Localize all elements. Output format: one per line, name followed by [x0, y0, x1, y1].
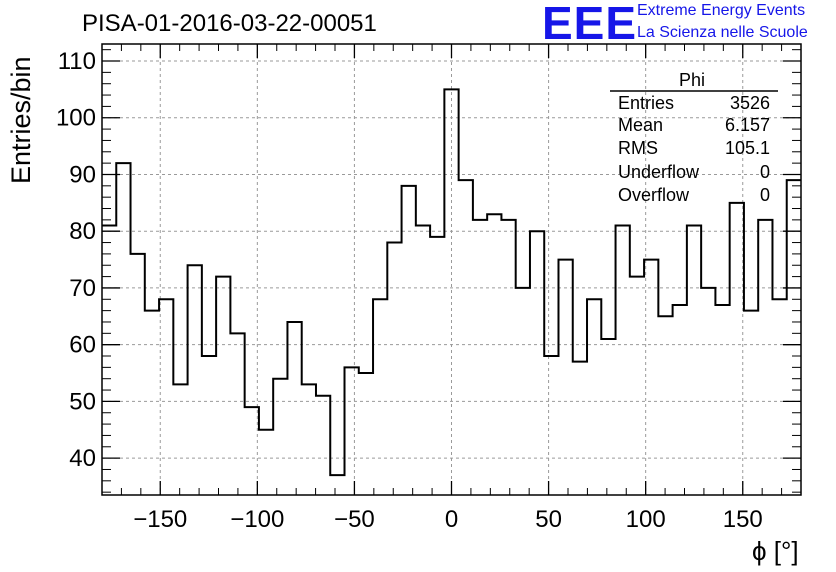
- logo-subtitle-1: Extreme Energy Events: [637, 2, 806, 19]
- y-tick-label: 90: [69, 161, 96, 188]
- y-tick-label: 50: [69, 388, 96, 415]
- stats-label: Mean: [618, 115, 664, 135]
- x-tick-label: −50: [334, 506, 375, 533]
- stats-label: Entries: [618, 93, 675, 113]
- stats-label: RMS: [618, 138, 658, 158]
- logo-subtitle-2: La Scienza nelle Scuole: [637, 24, 808, 41]
- y-tick-label: 70: [69, 275, 96, 302]
- stats-value: 6.157: [724, 115, 770, 135]
- stats-value: 3526: [729, 93, 770, 113]
- stats-box-title: Phi: [679, 70, 706, 90]
- y-tick-label: 60: [69, 332, 96, 359]
- stats-value: 105.1: [724, 138, 770, 158]
- stats-value: 0: [759, 162, 770, 182]
- grid-lines: [102, 44, 801, 495]
- stats-label: Underflow: [618, 162, 700, 182]
- x-tick-label: 100: [626, 506, 666, 533]
- x-tick-label: 150: [723, 506, 763, 533]
- axis-ticks: [101, 44, 802, 495]
- stats-label: Overflow: [618, 185, 690, 205]
- stats-value: 0: [759, 185, 770, 205]
- y-tick-label: 110: [58, 48, 96, 75]
- y-tick-label: 100: [56, 105, 96, 132]
- histogram-outline: [102, 88, 801, 477]
- x-axis-label: ϕ [°]: [752, 536, 799, 566]
- x-tick-label: −150: [133, 506, 187, 533]
- chart-title: PISA-01-2016-03-22-00051: [82, 10, 377, 37]
- x-tick-label: 0: [445, 506, 458, 533]
- x-tick-label: 50: [535, 506, 562, 533]
- axis-tick-labels: −150 −100 −50 0 50 100 150 40 50 60 70 80 90 100 110: [56, 48, 763, 533]
- x-tick-label: −100: [230, 506, 284, 533]
- eee-logo: EEE: [542, 0, 638, 49]
- y-tick-label: 40: [69, 445, 96, 472]
- y-tick-label: 80: [69, 218, 96, 245]
- y-axis-label: Entries/bin: [6, 56, 36, 184]
